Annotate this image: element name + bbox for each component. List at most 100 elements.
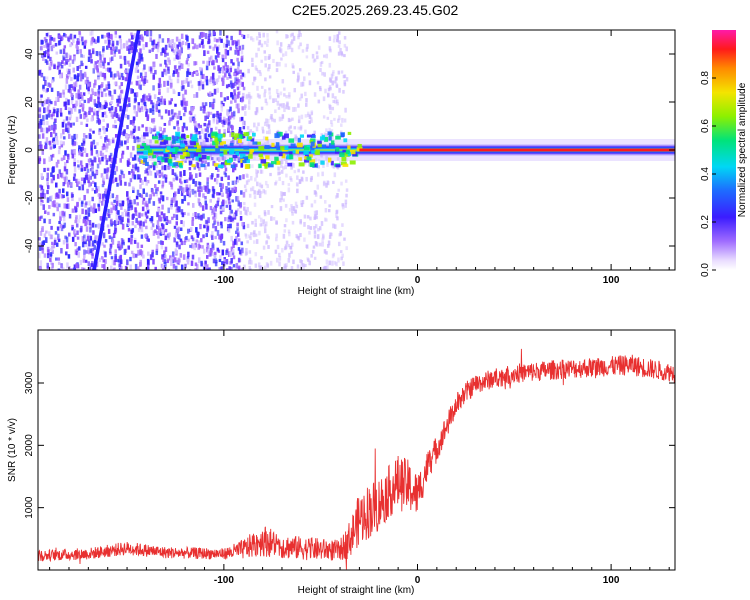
noise-cell [119,158,122,163]
noise-cell [128,170,131,175]
carrier-blob [317,140,322,144]
noise-cell-faint [286,105,289,110]
noise-cell [132,164,135,169]
noise-cell [211,59,214,63]
noise-cell [109,139,112,144]
noise-cell [240,116,244,121]
carrier-blob [197,145,202,149]
noise-cell [241,96,245,102]
noise-cell [104,239,108,243]
noise-cell-faint [332,180,335,184]
noise-cell-faint [289,246,293,250]
noise-cell-faint [246,33,250,39]
carrier-blob [167,158,173,164]
carrier-blob [319,136,326,141]
noise-cell [164,177,168,183]
noise-cell [144,176,147,182]
noise-cell [52,243,56,249]
noise-cell [181,212,185,218]
noise-cell [201,102,205,109]
noise-cell [111,94,114,100]
noise-cell [115,197,118,201]
noise-cell [176,44,179,50]
noise-cell [173,237,176,243]
noise-cell [128,44,131,51]
noise-cell [187,251,190,258]
noise-cell [102,46,105,51]
noise-cell [118,175,122,181]
noise-cell [67,36,70,41]
noise-cell [217,75,221,79]
noise-cell [127,245,130,250]
noise-cell-faint [326,116,330,120]
carrier-blob [191,164,196,168]
carrier-blob [317,142,322,148]
noise-cell-faint [247,179,251,183]
noise-cell [73,133,76,140]
noise-cell-faint [255,107,259,111]
noise-cell-faint [310,253,313,258]
spectrogram-x-tick-label: 100 [603,275,620,286]
noise-cell [89,224,92,229]
noise-cell-faint [314,192,318,197]
noise-cell [107,83,111,90]
noise-cell [236,40,240,44]
noise-cell-faint [303,76,306,82]
noise-cell-faint [291,162,294,167]
noise-cell [86,188,89,194]
noise-cell [51,267,54,270]
carrier-blob [244,159,250,164]
noise-cell [145,111,148,118]
noise-cell [188,184,191,190]
noise-cell [96,60,100,64]
noise-cell [134,263,138,270]
noise-cell [139,220,142,226]
noise-cell [232,214,236,218]
noise-cell [186,57,189,61]
carrier-blob [311,134,316,139]
carrier-core [359,148,675,152]
carrier-blob [172,139,176,144]
noise-cell [48,63,52,68]
noise-cell [124,113,128,119]
noise-cell [95,65,99,70]
noise-cell [140,250,144,257]
noise-cell-faint [330,232,333,237]
noise-cell [93,111,96,116]
noise-cell-faint [300,114,304,120]
noise-cell [94,182,97,188]
noise-cell [51,167,54,173]
noise-cell [115,200,119,206]
noise-cell-faint [328,62,332,68]
noise-cell [235,262,239,269]
noise-cell [122,97,126,102]
noise-cell [173,57,176,62]
noise-cell [49,56,52,62]
noise-cell [56,140,59,146]
noise-cell [83,166,87,172]
noise-cell [52,137,56,142]
noise-cell [148,194,152,200]
noise-cell-faint [332,252,336,257]
noise-cell [114,177,118,182]
carrier-blob [298,157,302,161]
noise-cell [133,237,137,242]
noise-cell [46,106,50,112]
noise-cell-faint [325,182,328,188]
noise-cell [116,98,119,103]
noise-cell [85,243,88,247]
noise-cell-faint [340,181,343,186]
noise-cell [86,83,90,89]
noise-cell [60,172,64,179]
noise-cell-faint [337,70,341,75]
noise-cell [86,76,89,82]
carrier-blob [230,164,236,169]
noise-cell [177,188,180,194]
noise-cell [111,40,115,47]
noise-cell-faint [306,215,310,219]
noise-cell [38,123,41,129]
noise-cell-faint [333,117,336,121]
noise-cell-faint [263,50,266,54]
noise-cell-faint [250,260,253,265]
noise-cell [220,266,223,270]
